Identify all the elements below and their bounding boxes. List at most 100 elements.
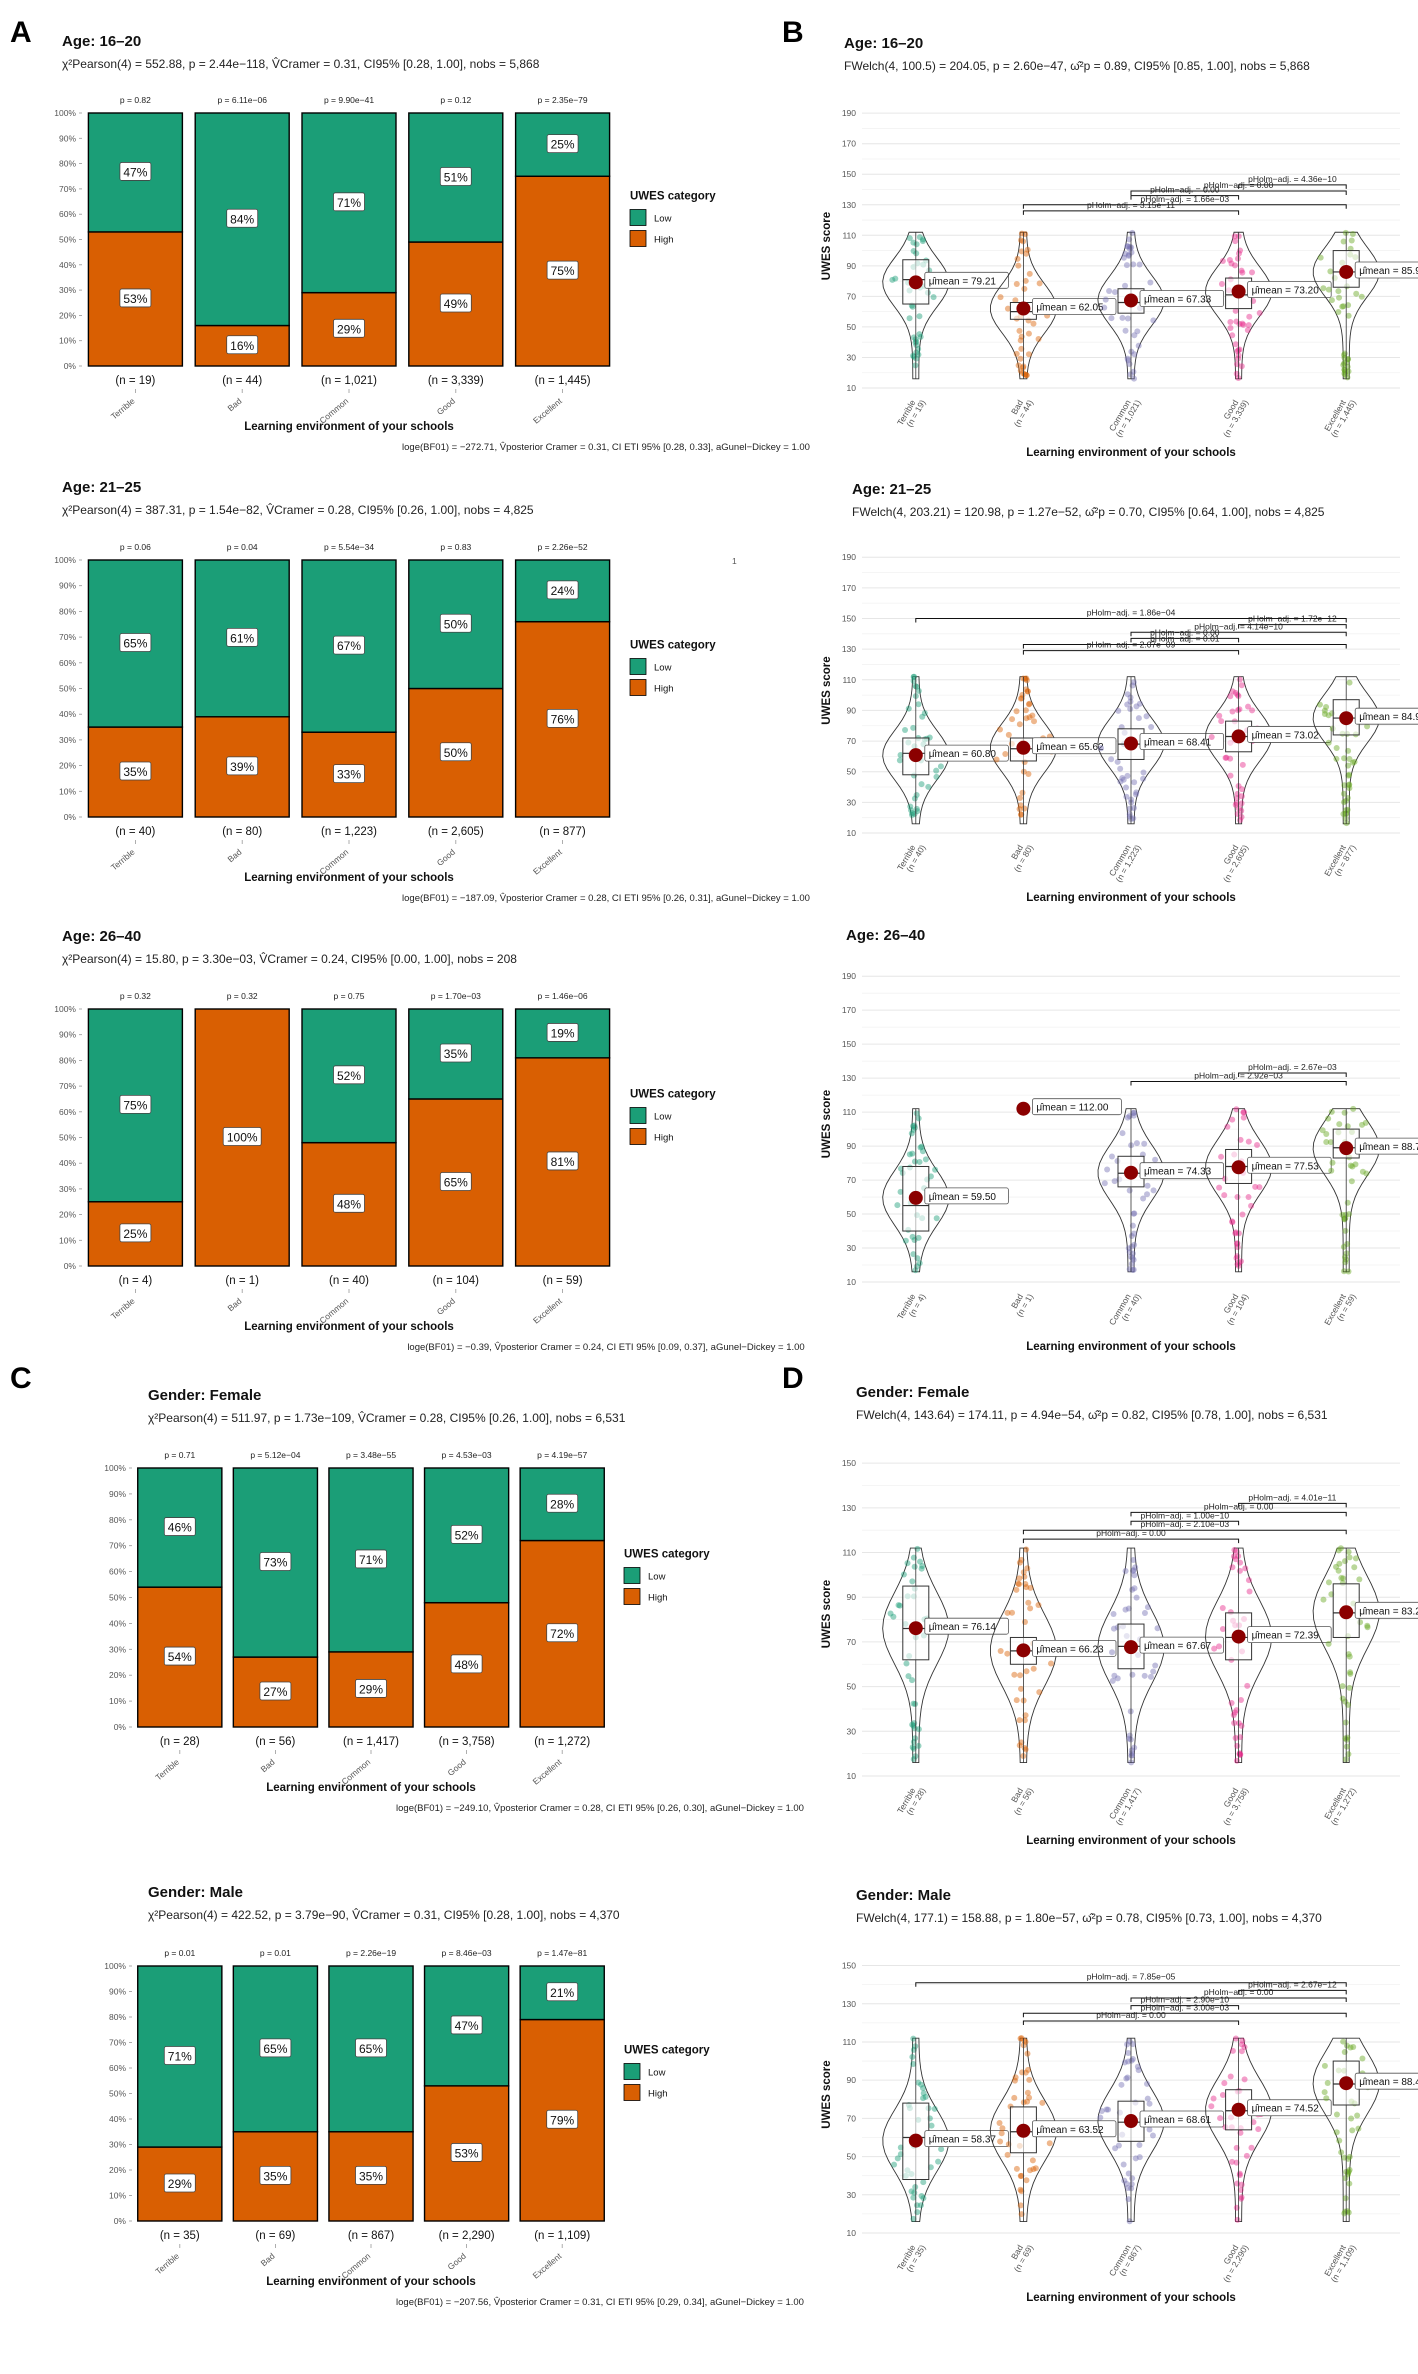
comparison-label: pHolm−adj. = 3.15e−11 <box>1087 200 1175 210</box>
data-point <box>1238 267 1245 274</box>
data-point <box>1131 1241 1138 1248</box>
n-label: (n = 1,109) <box>534 2230 590 2242</box>
data-point <box>1129 1250 1136 1257</box>
mean-label: μ̂mean = 73.20 <box>1252 285 1320 297</box>
data-point <box>1228 1700 1235 1707</box>
data-point <box>1347 1670 1354 1677</box>
data-point <box>1346 1554 1353 1561</box>
data-point <box>902 1237 909 1244</box>
data-point <box>1238 2181 1245 2188</box>
bar-label-high: 35% <box>263 2169 287 2183</box>
p-value-label: p = 1.47e−81 <box>537 1948 587 1958</box>
y-tick-label: 150 <box>842 613 856 623</box>
data-point <box>1017 355 1024 362</box>
data-point <box>1231 1720 1238 1727</box>
data-point <box>1316 701 1323 708</box>
y-tick-label: 110 <box>842 2037 856 2047</box>
bar-label-high-box <box>439 1172 472 1191</box>
y-tick-label: 10% <box>109 1696 126 1706</box>
data-point <box>1342 371 1349 378</box>
data-point <box>1335 309 1342 316</box>
data-point <box>915 701 922 708</box>
data-point <box>1152 1156 1159 1163</box>
panel-title: Age: 16–20 <box>844 35 923 52</box>
mean-point <box>908 275 923 290</box>
data-point <box>1128 2057 1135 2064</box>
data-point <box>909 2053 916 2060</box>
n-label: (n = 1) <box>225 1275 259 1287</box>
data-point <box>1232 1229 1239 1236</box>
mean-label: μ̂mean = 84.92 <box>1359 711 1418 723</box>
n-label: (n = 28) <box>160 1736 200 1748</box>
data-point <box>1320 1596 1327 1603</box>
y-tick-label: 40% <box>109 1618 126 1628</box>
data-point <box>1219 1625 1226 1632</box>
bar-label-high: 81% <box>551 1155 575 1169</box>
data-point <box>1245 1138 1252 1145</box>
data-point <box>997 726 1004 733</box>
data-point <box>1135 715 1142 722</box>
data-point <box>913 342 920 349</box>
data-point <box>1029 712 1036 719</box>
comparison-bracket <box>915 1982 1347 1987</box>
mean-label-box <box>1032 298 1117 315</box>
data-point <box>1234 1742 1241 1749</box>
data-point <box>1324 2080 1331 2087</box>
data-point <box>1036 280 1043 287</box>
data-point <box>1022 1580 1029 1587</box>
data-point <box>1014 255 1021 262</box>
data-point <box>1321 2089 1328 2096</box>
data-point <box>1022 1746 1029 1753</box>
data-point <box>1011 2077 1018 2084</box>
data-point <box>1333 2111 1340 2118</box>
data-point <box>1108 1153 1115 1160</box>
y-tick-label: 50% <box>59 235 76 245</box>
panel-letter-B: B <box>782 16 804 49</box>
y-tick-label: 90 <box>847 2075 857 2085</box>
data-point <box>1124 243 1131 250</box>
bar-label-low: 75% <box>123 1098 147 1112</box>
panel-title: Age: 26–40 <box>846 927 925 944</box>
bar-label-low-box <box>119 162 152 181</box>
legend-swatch-low <box>629 658 647 675</box>
violin-excellent <box>1312 2037 1380 2222</box>
data-point <box>928 2122 935 2129</box>
comparison-bracket <box>1238 184 1347 189</box>
data-point <box>1219 257 1226 264</box>
data-point <box>1233 1255 1240 1262</box>
data-point <box>1340 238 1347 245</box>
mean-point <box>908 1190 923 1205</box>
data-point <box>1223 754 1230 761</box>
data-point <box>1233 2159 1240 2166</box>
data-point <box>1119 1130 1126 1137</box>
data-point <box>1342 1211 1349 1218</box>
data-point <box>1216 1643 1223 1650</box>
data-point <box>1227 772 1234 779</box>
data-point <box>1120 2161 1127 2168</box>
data-point <box>1123 2075 1130 2082</box>
data-point <box>1221 1192 1228 1199</box>
x-axis-title: Learning environment of your schools <box>266 1782 476 1794</box>
data-point <box>1346 1653 1353 1660</box>
data-point <box>1350 1105 1357 1112</box>
mean-label-box <box>1247 1626 1332 1643</box>
data-point <box>1021 285 1028 292</box>
data-point <box>1019 691 1026 698</box>
data-point <box>915 1115 922 1122</box>
data-point <box>1129 682 1136 689</box>
y-tick-label: 130 <box>842 1503 856 1513</box>
data-point <box>1255 2126 1262 2133</box>
data-point <box>915 2079 922 2086</box>
y-tick-label: 130 <box>842 1999 856 2009</box>
panel-A2: Age: 21–25 χ²Pearson(4) = 387.31, p = 1.5… <box>54 479 810 904</box>
data-point <box>1218 280 1225 287</box>
y-tick-label: 80% <box>59 1055 76 1065</box>
bar-label-low: 61% <box>230 631 254 645</box>
mean-point <box>1339 711 1354 726</box>
data-point <box>1337 1545 1344 1552</box>
y-axis-title: UWES score <box>821 2060 833 2128</box>
data-point <box>1347 1669 1354 1676</box>
comparison-bracket <box>1130 1997 1347 2003</box>
data-point <box>1242 1565 1249 1572</box>
bar-label-high-box <box>546 260 579 280</box>
